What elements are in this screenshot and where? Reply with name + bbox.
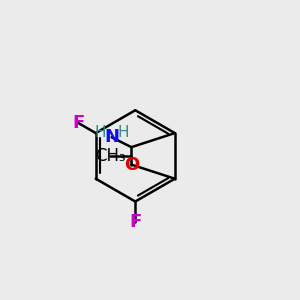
Text: CH₃: CH₃: [95, 147, 125, 165]
Text: N: N: [104, 128, 119, 146]
Text: F: F: [72, 114, 85, 132]
Text: F: F: [129, 212, 141, 230]
Text: O: O: [124, 156, 139, 174]
Text: H: H: [117, 125, 129, 140]
Text: H: H: [95, 125, 106, 140]
